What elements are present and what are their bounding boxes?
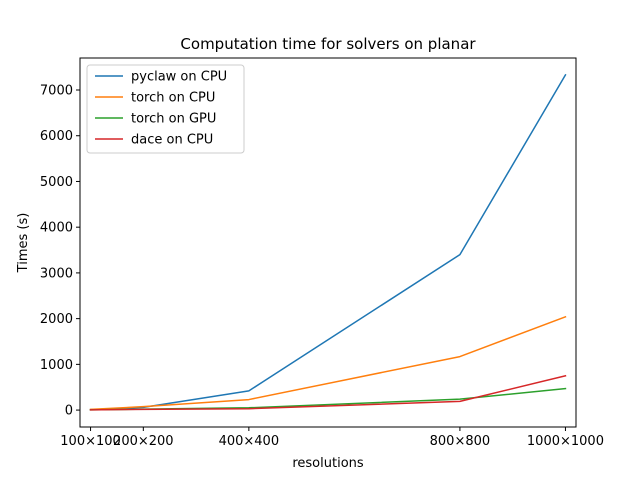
y-tick-label: 7000	[40, 84, 73, 99]
y-tick-label: 5000	[40, 175, 73, 190]
legend-entry: dace on CPU	[131, 133, 213, 148]
series-line	[89, 315, 567, 411]
x-axis-label: resolutions	[292, 456, 364, 471]
x-tick-label: 1000×1000	[527, 434, 604, 449]
legend-entry: torch on GPU	[131, 112, 216, 127]
y-tick-label: 2000	[40, 312, 73, 327]
y-tick-label: 0	[65, 404, 73, 419]
y-axis-label: Times (s)	[16, 213, 31, 274]
legend: pyclaw on CPU torch on CPU torch on GPU dac…	[86, 64, 245, 154]
x-tick-label: 200×200	[113, 434, 174, 449]
x-tick-label: 400×400	[219, 434, 280, 449]
x-tick-label: 100×100	[60, 434, 121, 449]
y-axis: 0 1000 2000 3000 4000 5000 6000 7000	[40, 84, 80, 419]
y-tick-label: 6000	[40, 129, 73, 144]
y-tick-label: 3000	[40, 266, 73, 281]
plot-frame	[79, 57, 577, 428]
chart-title: Computation time for solvers on planar	[180, 35, 476, 53]
series-line	[89, 374, 567, 411]
y-tick-label: 1000	[40, 358, 73, 373]
legend-entry: torch on CPU	[131, 91, 215, 106]
x-tick-label: 800×800	[430, 434, 491, 449]
series-lines	[89, 73, 567, 411]
legend-box	[86, 64, 245, 154]
y-tick-label: 4000	[40, 221, 73, 236]
legend-entry: pyclaw on CPU	[131, 70, 227, 85]
